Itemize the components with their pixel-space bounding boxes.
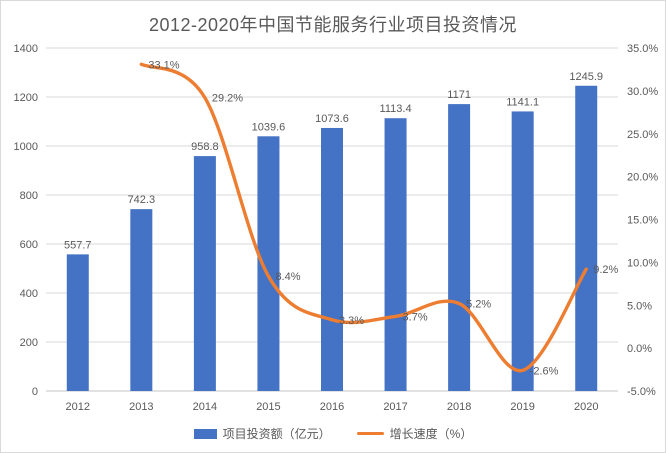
bar: [130, 209, 153, 391]
y-axis-tick-left: 800: [20, 190, 38, 202]
y-axis-tick-right: 30.0%: [627, 86, 658, 98]
bar: [321, 127, 343, 391]
bar-value-label: 1113.4: [380, 103, 412, 115]
x-axis-label: 2013: [129, 401, 153, 413]
growth-line: [139, 62, 588, 373]
x-axis-label: 2012: [66, 401, 90, 413]
y-axis-tick-left: 600: [20, 239, 38, 251]
bar-value-label: 1171: [447, 89, 471, 101]
line-value-label: 29.2%: [212, 93, 243, 105]
y-axis-tick-left: 0: [32, 386, 38, 398]
y-axis-tick-left: 1400: [14, 43, 38, 55]
line-value-label: 3.7%: [403, 311, 428, 323]
y-axis-tick-left: 1000: [14, 141, 38, 153]
bar-value-label: 1073.6: [315, 113, 349, 125]
line-value-label: -2.6%: [530, 365, 559, 377]
bar: [511, 111, 534, 392]
bar-value-label: 1141.1: [506, 96, 539, 108]
bar: [257, 136, 280, 391]
legend-bar-swatch: [193, 428, 217, 439]
bar-value-label: 557.7: [64, 239, 92, 251]
bar: [66, 254, 89, 391]
line-value-label: 5.2%: [466, 299, 491, 311]
line-value-label: 3.3%: [339, 315, 364, 327]
bar-value-label: 1039.6: [252, 121, 286, 133]
y-axis-tick-right: 0.0%: [627, 343, 652, 355]
y-axis-tick-right: 25.0%: [627, 129, 658, 141]
bar: [448, 104, 471, 391]
y-axis-tick-right: 35.0%: [627, 43, 658, 55]
y-axis-tick-left: 200: [20, 337, 38, 349]
x-axis-label: 2020: [574, 401, 598, 413]
x-axis-label: 2018: [447, 401, 471, 413]
legend-bar-label: 项目投资额（亿元）: [222, 427, 331, 441]
line-value-label: 8.4%: [275, 271, 300, 283]
bar-value-label: 742.3: [128, 194, 156, 206]
bar: [384, 118, 407, 391]
x-axis-label: 2014: [193, 401, 217, 413]
y-axis-tick-right: -5.0%: [627, 386, 656, 398]
y-axis-tick-right: 15.0%: [627, 215, 658, 227]
chart-title: 2012-2020年中国节能服务行业项目投资情况: [148, 15, 518, 35]
legend-line-label: 增长速度（%）: [389, 427, 473, 441]
legend-item-line: 增长速度（%）: [356, 425, 473, 442]
bar-value-label: 1245.9: [569, 71, 603, 83]
x-axis-label: 2016: [320, 401, 344, 413]
x-axis-label: 2015: [256, 401, 280, 413]
legend: 项目投资额（亿元） 增长速度（%）: [1, 425, 665, 442]
bar: [193, 156, 216, 391]
y-axis-tick-right: 10.0%: [627, 257, 658, 269]
y-axis-tick-left: 400: [20, 288, 38, 300]
y-axis-tick-right: 5.0%: [627, 300, 652, 312]
x-axis-label: 2019: [510, 401, 534, 413]
line-value-label: 33.1%: [148, 59, 179, 71]
bar-value-label: 958.8: [191, 141, 219, 153]
y-axis-tick-right: 20.0%: [627, 172, 658, 184]
bar: [575, 85, 598, 391]
legend-line-swatch: [356, 431, 384, 436]
x-axis-label: 2017: [383, 401, 407, 413]
legend-item-bar: 项目投资额（亿元）: [193, 425, 331, 442]
y-axis-tick-left: 1200: [14, 92, 38, 104]
line-value-label: 9.2%: [593, 264, 618, 276]
